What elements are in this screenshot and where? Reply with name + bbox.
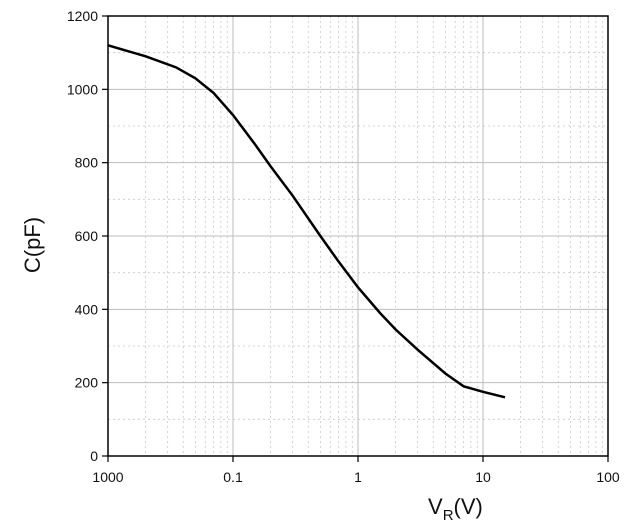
x-tick-label: 10 (475, 469, 491, 485)
x-tick-label: 100 (596, 469, 620, 485)
x-axis-title-main: V (428, 494, 443, 519)
x-tick-label: 0.1 (223, 469, 243, 485)
y-tick-label: 400 (75, 301, 99, 317)
x-tick-label: 1 (354, 469, 362, 485)
y-axis-ticks: 0 200 400 600 800 1000 1200 (67, 8, 108, 464)
y-tick-label: 800 (75, 155, 99, 171)
x-tick-label: 1000 (92, 469, 123, 485)
x-axis-title-unit: (V) (454, 494, 483, 519)
series-line (107, 44, 506, 399)
x-axis-title: VR(V) (428, 494, 483, 524)
y-tick-label: 1200 (67, 8, 98, 24)
y-tick-label: 0 (90, 448, 98, 464)
y-axis-title: C(pF) (20, 217, 45, 273)
x-axis-ticks: 1000 0.1 1 10 100 (92, 456, 620, 485)
y-tick-label: 200 (75, 375, 99, 391)
x-axis-title-sub: R (443, 507, 454, 524)
y-tick-label: 1000 (67, 81, 98, 97)
grid (107, 15, 609, 457)
y-tick-label: 600 (75, 228, 99, 244)
